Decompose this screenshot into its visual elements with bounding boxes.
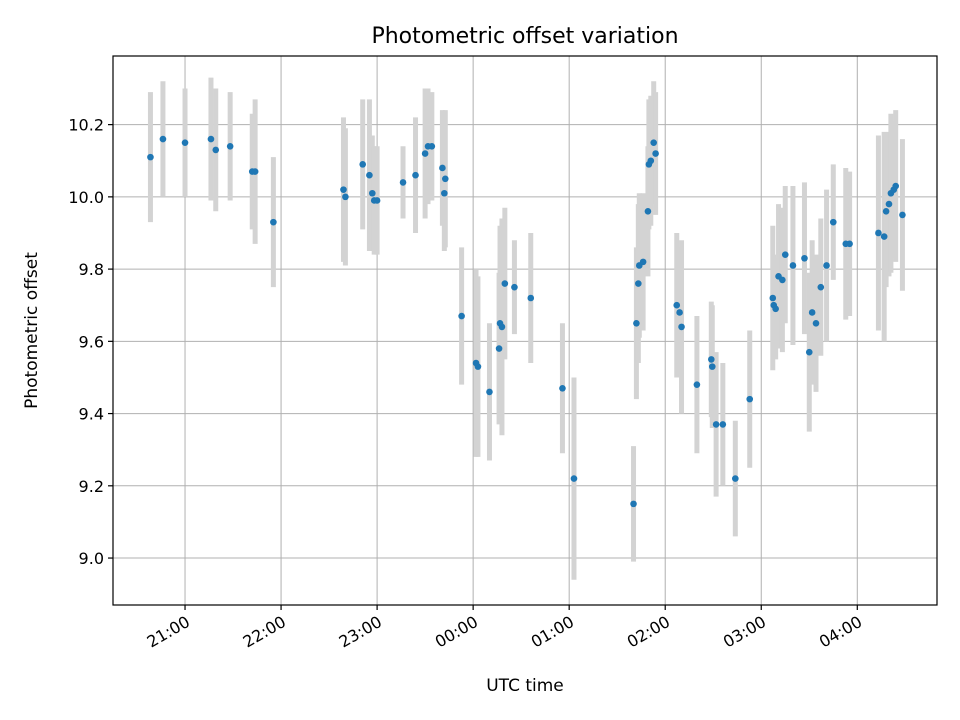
data-point bbox=[882, 208, 890, 215]
data-point bbox=[708, 356, 715, 363]
grid bbox=[113, 56, 937, 605]
data-point bbox=[732, 475, 739, 482]
y-tick-label: 10.0 bbox=[68, 188, 104, 207]
data-point bbox=[474, 363, 482, 370]
data-point bbox=[458, 312, 465, 320]
data-point bbox=[366, 171, 373, 179]
data-point bbox=[746, 395, 754, 403]
x-axis-ticks: 21:00 22:00 23:00 00:00 01:00 02:00 03:00 04:00 bbox=[144, 605, 865, 652]
plot-frame bbox=[112, 55, 938, 606]
data-point bbox=[678, 323, 685, 331]
data-point bbox=[251, 168, 259, 175]
data-point bbox=[428, 142, 436, 150]
x-tick-label: 03:00 bbox=[720, 612, 769, 652]
data-point bbox=[805, 348, 813, 356]
data-point bbox=[708, 363, 716, 370]
x-tick-label: 02:00 bbox=[624, 612, 673, 652]
data-point bbox=[875, 229, 882, 237]
x-tick-label: 04:00 bbox=[816, 612, 865, 652]
data-point bbox=[441, 189, 448, 197]
data-point bbox=[829, 218, 837, 226]
x-tick-label: 22:00 bbox=[240, 612, 289, 652]
data-point bbox=[712, 421, 720, 428]
x-tick-label: 01:00 bbox=[528, 612, 577, 652]
data-point bbox=[650, 139, 657, 146]
data-point bbox=[181, 139, 189, 146]
data-point bbox=[652, 150, 659, 157]
y-axis-label: Photometric offset bbox=[22, 252, 42, 409]
data-point bbox=[892, 182, 900, 190]
data-point bbox=[781, 251, 789, 258]
data-point bbox=[772, 305, 779, 313]
data-point bbox=[630, 500, 637, 508]
data-point bbox=[801, 254, 808, 262]
data-point bbox=[789, 262, 797, 269]
data-point bbox=[495, 345, 503, 352]
data-point bbox=[779, 276, 786, 284]
data-point bbox=[570, 475, 578, 482]
data-point bbox=[486, 388, 493, 396]
y-tick-label: 9.4 bbox=[79, 405, 104, 424]
data-point bbox=[373, 197, 381, 204]
y-tick-label: 9.6 bbox=[79, 332, 104, 351]
data-point bbox=[812, 319, 820, 327]
data-point bbox=[412, 171, 419, 179]
data-point bbox=[559, 384, 566, 392]
data-point bbox=[212, 146, 220, 154]
data-point bbox=[399, 179, 407, 186]
data-point bbox=[439, 164, 446, 172]
error-bars bbox=[147, 77, 905, 580]
data-point bbox=[769, 294, 777, 302]
data-point bbox=[147, 153, 154, 161]
data-point bbox=[719, 421, 727, 428]
data-point bbox=[639, 258, 647, 266]
data-point bbox=[159, 135, 167, 143]
data-point bbox=[633, 319, 640, 327]
data-point bbox=[823, 262, 830, 269]
data-point bbox=[511, 283, 518, 291]
data-point bbox=[421, 150, 429, 157]
y-tick-label: 9.2 bbox=[79, 477, 104, 496]
chart-title: Photometric offset variation bbox=[371, 24, 678, 49]
data-points bbox=[147, 135, 906, 508]
data-point bbox=[498, 323, 506, 331]
data-point bbox=[342, 193, 349, 201]
data-point bbox=[527, 294, 535, 302]
data-point bbox=[340, 186, 347, 193]
y-axis-ticks: 9.0 9.2 9.4 9.6 9.8 10.0 10.2 bbox=[68, 116, 113, 568]
data-point bbox=[885, 200, 893, 208]
data-point bbox=[441, 175, 449, 183]
data-point bbox=[207, 135, 215, 143]
data-point bbox=[673, 301, 681, 309]
y-tick-label: 9.8 bbox=[79, 260, 104, 279]
data-point bbox=[808, 309, 816, 316]
data-point bbox=[693, 381, 701, 388]
data-point bbox=[817, 283, 825, 291]
data-point bbox=[270, 218, 277, 226]
data-point bbox=[644, 208, 652, 215]
data-point bbox=[647, 157, 655, 165]
data-point bbox=[501, 280, 509, 287]
y-tick-label: 10.2 bbox=[68, 116, 104, 135]
x-tick-label: 23:00 bbox=[336, 612, 385, 652]
x-axis-label: UTC time bbox=[486, 676, 564, 696]
data-point bbox=[369, 189, 376, 197]
data-point bbox=[880, 233, 888, 240]
y-tick-label: 9.0 bbox=[79, 549, 104, 568]
data-point bbox=[359, 161, 366, 168]
data-point bbox=[635, 280, 642, 287]
data-point bbox=[899, 211, 906, 219]
x-tick-label: 21:00 bbox=[144, 612, 193, 652]
data-point bbox=[226, 142, 234, 150]
data-point bbox=[676, 309, 683, 316]
x-tick-label: 00:00 bbox=[432, 612, 481, 652]
data-point bbox=[846, 240, 853, 248]
